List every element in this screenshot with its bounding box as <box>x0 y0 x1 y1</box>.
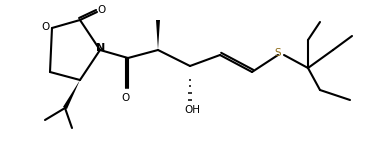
Text: O: O <box>98 5 106 15</box>
Text: S: S <box>275 48 281 58</box>
Text: OH: OH <box>184 105 200 115</box>
Text: N: N <box>96 43 106 53</box>
Polygon shape <box>63 80 80 109</box>
Text: O: O <box>41 22 49 32</box>
Text: O: O <box>122 93 130 103</box>
Polygon shape <box>156 20 160 50</box>
